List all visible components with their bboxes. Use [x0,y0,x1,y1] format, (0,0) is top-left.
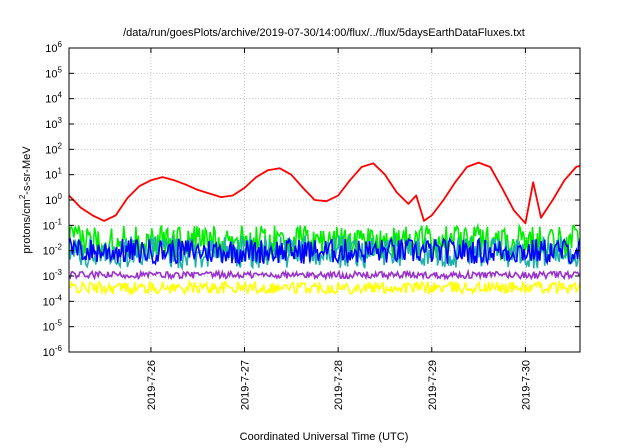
y-tick-exponent: 5 [58,65,63,74]
y-tick-base: 10 [45,170,57,182]
y-tick-base: 10 [43,322,55,334]
y-axis-ticks: 10-610-510-410-310-210-11001011021031041… [43,40,580,359]
y-tick-base: 10 [45,68,57,80]
y-tick-exponent: 4 [58,91,63,100]
y-tick-exponent: -1 [55,217,63,226]
chart-title: /data/run/goesPlots/archive/2019-07-30/1… [123,27,525,39]
y-tick-exponent: -2 [55,243,63,252]
x-tick-label: 2019-7-29 [427,360,439,410]
y-tick-label: 106 [45,40,62,55]
x-tick-label: 2019-7-26 [146,360,158,410]
y-axis-label-suffix: -s-sr-MeV [21,146,33,195]
grid [69,48,580,352]
y-tick-exponent: -5 [55,319,63,328]
series-line [69,236,580,266]
y-tick-label: 101 [45,167,62,182]
x-axis-ticks: 2019-7-26 2019-7-27 2019-7-28 2019-7-29 2019… [146,48,532,410]
y-tick-exponent: 3 [58,116,63,125]
y-tick-base: 10 [43,271,55,283]
y-tick-base: 10 [43,220,55,232]
y-tick-exponent: -6 [55,344,63,353]
y-tick-base: 10 [45,94,57,106]
series-line [69,161,580,225]
y-tick-label: 10-4 [43,293,63,308]
y-tick-exponent: -3 [55,268,63,277]
y-axis-label-sup: 2 [18,194,27,199]
y-tick-exponent: -4 [55,293,63,302]
y-tick-label: 10-5 [43,319,63,334]
y-tick-base: 10 [45,119,57,131]
y-tick-exponent: 1 [58,167,63,176]
y-tick-label: 10-2 [43,243,63,258]
y-tick-label: 102 [45,141,62,156]
y-tick-base: 10 [45,144,57,156]
y-axis-label-prefix: protons/cm [21,199,33,253]
y-tick-base: 10 [43,296,55,308]
y-tick-base: 10 [45,43,57,55]
y-tick-exponent: 0 [58,192,63,201]
series-line [69,279,580,297]
y-tick-base: 10 [43,246,55,258]
y-tick-exponent: 2 [58,141,63,150]
y-tick-label: 104 [45,91,62,106]
y-tick-label: 100 [45,192,62,207]
y-tick-label: 105 [45,65,62,80]
y-axis-label: protons/cm2-s-sr-MeV [18,146,33,254]
y-tick-label: 103 [45,116,62,131]
y-tick-label: 10-6 [43,344,63,359]
series-group [69,161,580,297]
y-tick-exponent: 6 [58,40,63,49]
x-tick-label: 2019-7-30 [520,360,532,410]
y-tick-label: 10-1 [43,217,63,232]
x-tick-label: 2019-7-28 [333,360,345,410]
x-axis-label: Coordinated Universal Time (UTC) [240,431,409,443]
series-line [69,268,580,281]
y-tick-base: 10 [45,195,57,207]
x-tick-label: 2019-7-27 [240,360,252,410]
y-tick-base: 10 [43,347,55,359]
y-tick-label: 10-3 [43,268,63,283]
